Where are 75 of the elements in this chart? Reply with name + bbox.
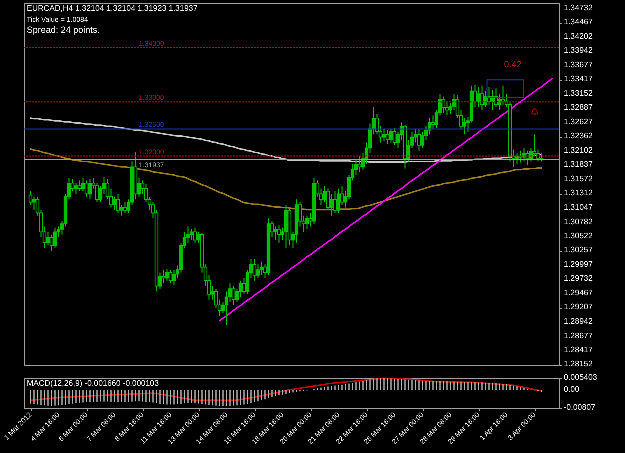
- candlestick: [193, 227, 198, 244]
- y-tick-label: 0.00: [564, 385, 580, 394]
- y-tick-label: 1.29467: [564, 288, 594, 298]
- y-tick-label: 1.32887: [564, 103, 594, 112]
- y-tick-label: 1.29732: [564, 274, 594, 284]
- y-tick-label: 1.31047: [564, 202, 594, 212]
- y-tick-label: 1.30522: [564, 231, 594, 240]
- candlestick: [358, 156, 362, 174]
- y-tick-label: 1.28152: [564, 360, 594, 369]
- y-tick-label: 1.30257: [564, 246, 594, 255]
- candlestick: [417, 128, 422, 152]
- y-tick-label: 1.34467: [564, 18, 594, 27]
- candlestick: [260, 261, 264, 276]
- candlestick: [333, 191, 338, 214]
- candlestick: [336, 188, 341, 214]
- candlestick: [84, 180, 89, 198]
- y-tick-label: 1.33677: [564, 60, 594, 70]
- candlestick: [81, 177, 86, 192]
- candlestick: [190, 228, 194, 241]
- y-tick-label: 1.33152: [564, 88, 594, 98]
- line-series: [219, 78, 553, 322]
- candlestick: [522, 148, 526, 162]
- candlestick: [330, 194, 334, 216]
- candlestick: [480, 85, 484, 111]
- candlestick: [123, 202, 128, 214]
- candlestick: [284, 204, 288, 249]
- y-tick-label: 1.29207: [564, 302, 594, 312]
- y-tick-label: 1.31837: [564, 160, 594, 170]
- annotation: Spread: 24 points.: [27, 25, 100, 35]
- candlestick: [462, 118, 467, 136]
- annotation: 0.42: [504, 60, 522, 70]
- chart-title: EURCAD,H4 1.32104 1.32104 1.31923 1.31937: [27, 4, 198, 13]
- y-tick-label: 1.28417: [564, 345, 594, 354]
- candlestick: [165, 268, 170, 282]
- candlestick: [50, 234, 54, 252]
- candlestick: [78, 180, 82, 192]
- y-tick-label: 1.31572: [564, 174, 594, 184]
- candlestick: [252, 258, 257, 282]
- candlestick: [46, 232, 50, 246]
- candlestick: [172, 270, 176, 286]
- candlestick: [476, 86, 481, 108]
- y-tick-label: 1.34732: [564, 3, 594, 12]
- candlestick: [274, 226, 278, 241]
- y-tick-label: -0.00807: [564, 403, 596, 412]
- y-tick-label: 1.33942: [564, 46, 594, 56]
- candlestick: [386, 130, 390, 145]
- candlestick: [32, 196, 36, 211]
- y-tick-label: 1.33417: [564, 74, 594, 84]
- y-tick-label: 1.32362: [564, 132, 594, 141]
- candlestick: [232, 286, 236, 306]
- candlestick: [431, 115, 436, 130]
- candlestick: [74, 182, 78, 195]
- candlestick: [162, 270, 166, 284]
- candlestick: [389, 128, 394, 144]
- y-tick-label: 0.005403: [564, 373, 598, 382]
- candlestick: [112, 196, 117, 211]
- candlestick: [305, 215, 310, 230]
- y-tick-label: 1.28677: [564, 331, 594, 340]
- y-tick-label: 1.30782: [564, 217, 594, 226]
- candlestick: [382, 128, 386, 142]
- y-tick-label: 1.29997: [564, 260, 594, 269]
- y-tick-label: 1.32627: [564, 117, 594, 126]
- candlestick: [168, 270, 173, 284]
- y-tick-label: 1.34202: [564, 32, 594, 42]
- chart-title: MACD(12,26,9) -0.001660 -0.000103: [27, 379, 160, 388]
- candlestick: [256, 264, 260, 279]
- candlestick: [53, 227, 58, 249]
- candlestick: [116, 194, 120, 214]
- candlestick: [442, 96, 446, 114]
- y-tick-label: 1.31312: [564, 188, 594, 198]
- candlestick: [88, 178, 92, 200]
- candlestick: [392, 128, 397, 146]
- candlestick: [277, 225, 282, 244]
- y-tick-label: 1.28942: [564, 316, 594, 326]
- y-tick-label: 1.32102: [564, 146, 594, 155]
